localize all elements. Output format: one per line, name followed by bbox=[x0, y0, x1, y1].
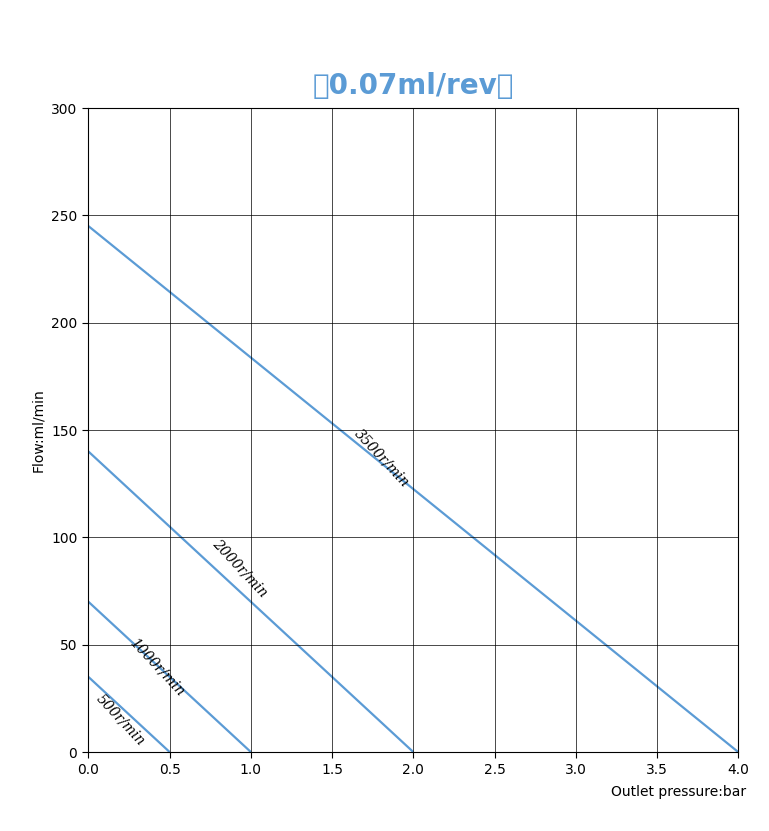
Y-axis label: Flow:ml/min: Flow:ml/min bbox=[32, 388, 45, 472]
Text: 2000r/min: 2000r/min bbox=[210, 537, 271, 599]
Text: 3500r/min: 3500r/min bbox=[351, 427, 412, 490]
Text: 1000r/min: 1000r/min bbox=[128, 635, 188, 698]
Text: Outlet pressure:bar: Outlet pressure:bar bbox=[611, 785, 746, 799]
Title: 【0.07ml/rev】: 【0.07ml/rev】 bbox=[313, 72, 514, 101]
Text: 500r/min: 500r/min bbox=[93, 691, 148, 748]
